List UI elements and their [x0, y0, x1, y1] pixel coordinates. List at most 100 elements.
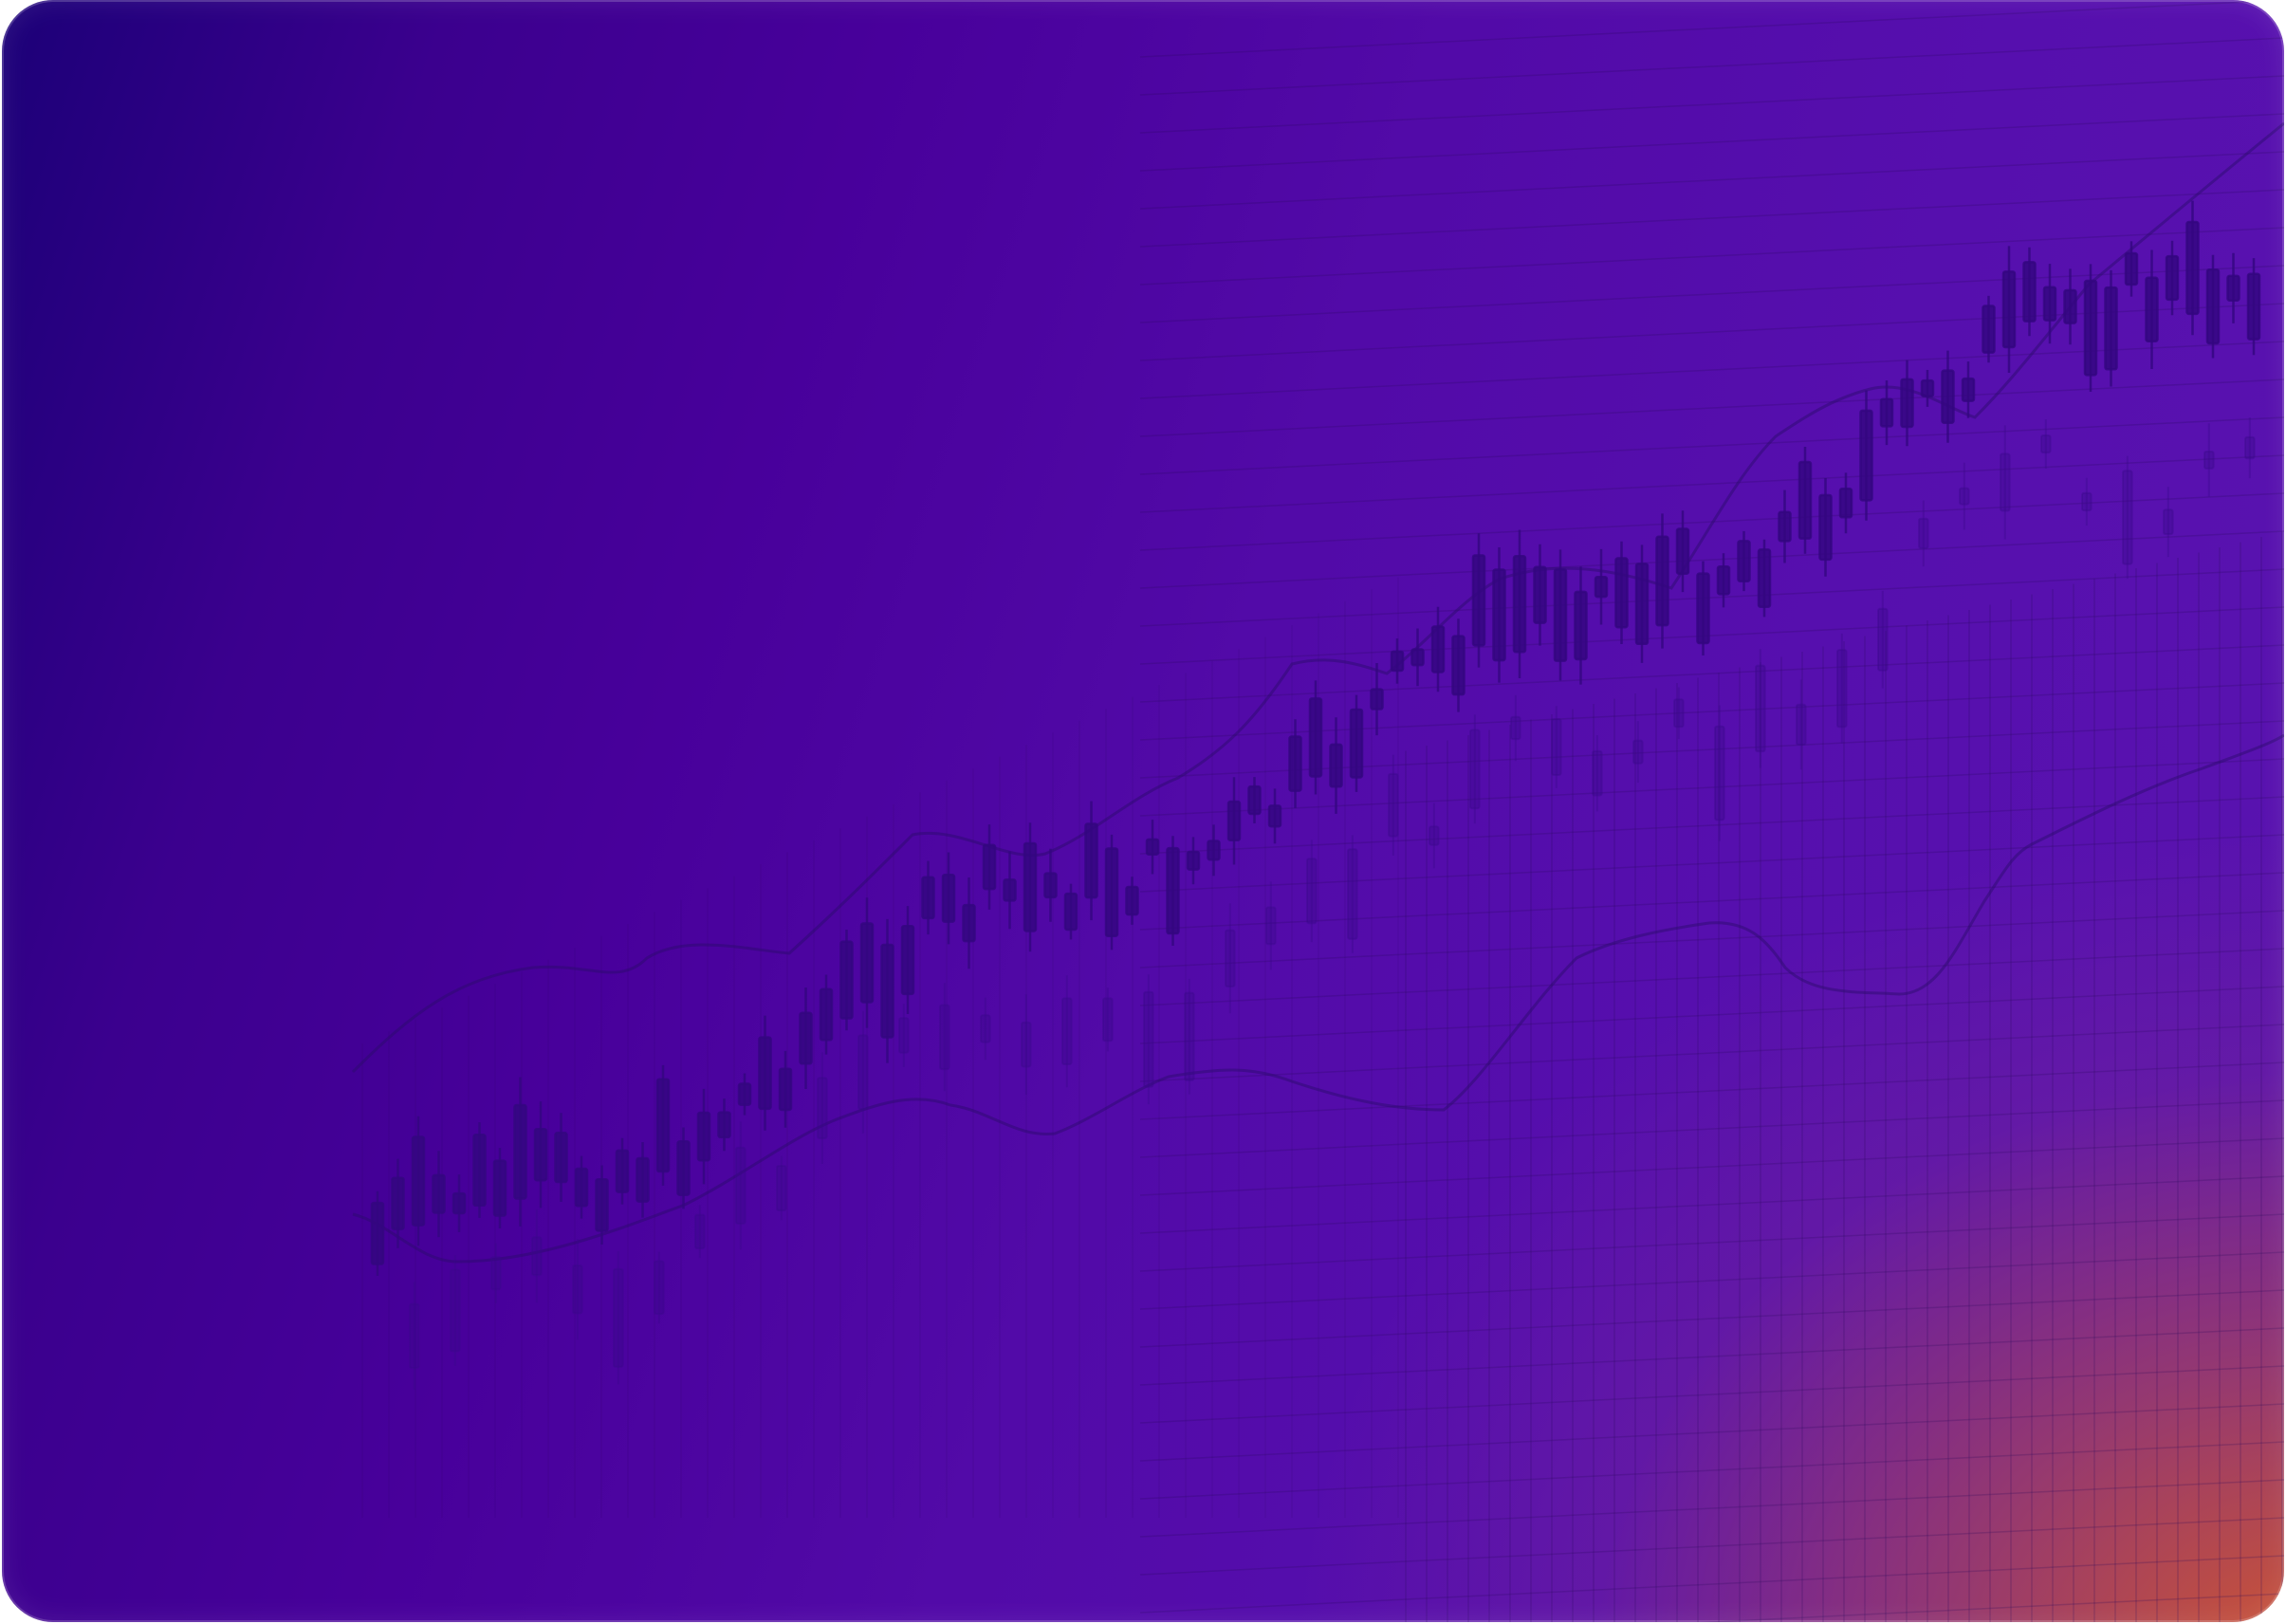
candle-body: [778, 1067, 793, 1112]
candle-body: [613, 1267, 624, 1368]
faded-candles: [409, 417, 2256, 1391]
candle-body: [1797, 460, 1813, 540]
candle-body: [409, 1302, 420, 1369]
candle-body: [1838, 488, 1853, 519]
candle-body: [1021, 1021, 1032, 1068]
candle-body: [1143, 990, 1154, 1088]
candle-body: [1184, 991, 1195, 1081]
candle-body: [655, 1078, 671, 1173]
candle-body: [2083, 279, 2098, 377]
candle-body: [939, 1004, 950, 1071]
candle-body: [2122, 470, 2133, 565]
candle-body: [1349, 708, 1364, 779]
candle-body: [982, 843, 997, 891]
candle-body: [2205, 268, 2221, 345]
candle-body: [1410, 648, 1425, 667]
candle-body: [2063, 288, 2077, 324]
candle-body: [1265, 906, 1277, 946]
candle-body: [1592, 749, 1603, 797]
candle-body: [370, 1201, 385, 1265]
candle-body: [2226, 274, 2240, 302]
candle-body: [1247, 784, 1262, 816]
candle-body: [1941, 369, 1955, 424]
candle-body: [1632, 739, 1644, 765]
candle-body: [1306, 858, 1318, 925]
candle-body: [574, 1167, 589, 1208]
candle-body: [1207, 840, 1221, 861]
candle-body: [717, 1111, 731, 1139]
candle-body: [1370, 688, 1384, 710]
candle-body: [1512, 554, 1527, 654]
candle-body: [2104, 286, 2118, 371]
candle-body: [1961, 377, 1976, 402]
candle-body: [696, 1111, 711, 1162]
candle-body: [1471, 554, 1486, 647]
candle-body: [1716, 564, 1731, 596]
candle-body: [1675, 527, 1690, 575]
candle-body: [1634, 563, 1650, 646]
candle-body: [533, 1127, 548, 1182]
candle-body: [962, 903, 976, 943]
candle-body: [1818, 493, 1833, 562]
candle-body: [735, 1146, 747, 1225]
candle-body: [450, 1268, 461, 1353]
candle-body: [1614, 557, 1629, 629]
candle-body: [941, 874, 956, 923]
candle-body: [1308, 697, 1323, 778]
candle-body: [1859, 409, 1873, 502]
candle-body: [1918, 517, 1929, 549]
candle-body: [1469, 729, 1481, 810]
candle-body: [1043, 872, 1058, 899]
candle-body: [1225, 929, 1236, 988]
candle-body: [472, 1134, 487, 1208]
candle-body: [857, 1034, 869, 1111]
candle-body: [1673, 698, 1685, 729]
candle-body: [1920, 378, 1935, 397]
candle-body: [1102, 997, 1114, 1043]
candle-body: [880, 943, 894, 1039]
candle-body: [1492, 568, 1506, 662]
candle-body: [452, 1191, 467, 1215]
candle-body: [2040, 434, 2052, 454]
candle-body: [1288, 735, 1302, 792]
candle-body: [1574, 590, 1588, 661]
candle-body: [411, 1135, 426, 1227]
candle-body: [676, 1139, 691, 1196]
candle-body: [1510, 715, 1521, 741]
candle-body: [1429, 825, 1440, 846]
candle-body: [1003, 878, 1017, 902]
candle-body: [817, 1077, 828, 1140]
candle-body: [2081, 491, 2092, 512]
candle-body: [1737, 540, 1751, 582]
candle-body: [776, 1164, 787, 1211]
candle-body: [1696, 572, 1710, 645]
candle-body: [1451, 635, 1466, 696]
candle-body: [1757, 548, 1772, 608]
candle-body: [490, 1256, 502, 1291]
candle-body: [799, 1011, 813, 1065]
candle-body: [1553, 568, 1568, 662]
candle-body: [1594, 576, 1609, 599]
candle-body: [839, 940, 854, 1020]
candle-body: [1879, 397, 1894, 428]
candle-body: [513, 1103, 527, 1200]
candle-body: [1430, 625, 1446, 674]
candle-body: [1655, 535, 1669, 627]
candle-body: [694, 1213, 706, 1250]
candle-body: [2042, 286, 2057, 322]
candle-body: [1778, 510, 1792, 543]
candle-body: [1533, 565, 1547, 624]
candle-body: [1836, 649, 1848, 729]
candle-body: [2244, 435, 2256, 460]
candle-body: [531, 1236, 543, 1277]
candle-body: [595, 1177, 609, 1232]
candle-body: [898, 1017, 910, 1054]
candle-body: [1061, 997, 1073, 1066]
candle-body: [1145, 838, 1160, 856]
candle-body: [1104, 847, 1119, 937]
candles: [370, 200, 2261, 1276]
candle-body: [2145, 276, 2159, 342]
candle-body: [615, 1149, 630, 1193]
candle-body: [980, 1014, 991, 1043]
candle-body: [2203, 451, 2215, 470]
